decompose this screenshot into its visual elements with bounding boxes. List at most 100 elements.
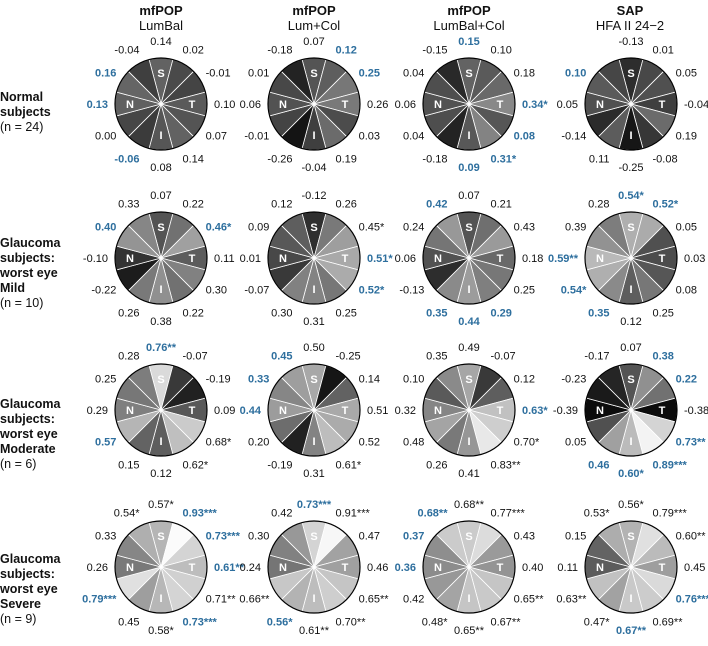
quadrant-letter: N (279, 99, 287, 111)
sector-label: -0.04 (301, 162, 326, 174)
sector-label: 0.22 (183, 308, 204, 320)
quadrant-letter: T (497, 562, 504, 574)
pie-r3-c1: S T I N 0.73*** 0.91*** 0.47 0.46 0.65** 0.70** 0.… (239, 499, 389, 637)
sector-label: 0.35 (588, 308, 609, 320)
sector-label: 0.44 (458, 316, 480, 328)
quadrant-letter: N (126, 562, 134, 574)
sector-label: 0.37 (403, 531, 424, 543)
sector-label: 0.09 (214, 405, 235, 417)
sector-label: 0.42 (271, 507, 292, 519)
sector-label: 0.70** (336, 617, 367, 629)
sector-label: 0.21 (491, 198, 512, 210)
sector-label: 0.13 (87, 99, 108, 111)
pie-outline (422, 520, 516, 614)
sector-label: -0.25 (618, 162, 643, 174)
sector-label: 0.35 (426, 350, 447, 362)
sector-label: 0.46* (206, 222, 232, 234)
quadrant-letter: N (434, 253, 442, 265)
sector-label: 0.67** (491, 617, 522, 629)
pie-r0-c0: STIN0.140.02-0.010.100.070.140.08-0.060.… (87, 36, 236, 174)
sector-label: 0.70* (514, 437, 540, 449)
pie-outline (114, 211, 208, 305)
sector-label: 0.48 (403, 437, 424, 449)
sector-label: 0.12 (336, 44, 357, 56)
pie-outline (422, 211, 516, 305)
quadrant-letter: S (627, 531, 634, 543)
sector-label: -0.13 (399, 285, 424, 297)
sector-label: 0.68** (418, 507, 449, 519)
quadrant-letter: S (465, 68, 472, 80)
sector-label: 0.26 (367, 99, 388, 111)
sector-label: 0.18 (514, 68, 535, 80)
sector-label: 0.52* (653, 198, 679, 210)
sector-label: 0.31* (491, 154, 517, 166)
column-header-3: mfPOP LumBal+Col (433, 3, 505, 33)
sector-label: -0.23 (561, 374, 586, 386)
sector-label: -0.12 (301, 190, 326, 202)
sector-label: 0.01 (240, 253, 261, 265)
pie-outline (584, 363, 678, 457)
sector-label: 0.01 (653, 44, 674, 56)
sector-label: 0.61** (214, 562, 245, 574)
sector-label: 0.08 (514, 131, 535, 143)
quadrant-letter: T (659, 562, 666, 574)
sector-label: 0.18 (522, 253, 543, 265)
sector-label: 0.26 (87, 562, 108, 574)
pie-outline (267, 520, 361, 614)
sector-label: 0.05 (557, 99, 578, 111)
sector-label: -0.39 (553, 405, 578, 417)
sector-label: -0.10 (83, 253, 108, 265)
sector-label: 0.66** (239, 594, 270, 606)
sector-label: 0.15 (565, 531, 586, 543)
sector-label: 0.12 (514, 374, 535, 386)
sector-label: 0.05 (676, 68, 697, 80)
sector-label: -0.08 (653, 154, 678, 166)
sector-label: -0.07 (491, 350, 516, 362)
sector-label: 0.73*** (206, 531, 241, 543)
column-header-2: mfPOP Lum+Col (287, 3, 341, 33)
pie-r2-c1: S T I N 0.50 -0.25 0.14 0.51 0.52 0.61* 0.31 -0.19 0… (240, 342, 389, 480)
quadrant-letter: N (434, 562, 442, 574)
sector-label: 0.26 (118, 308, 139, 320)
pie-outline (422, 57, 516, 151)
sector-label: 0.36 (395, 562, 416, 574)
pie-outline (584, 211, 678, 305)
quadrant-letter: S (627, 68, 634, 80)
sector-label: 0.54* (618, 190, 644, 202)
quadrant-letter: S (310, 374, 317, 386)
sector-label: 0.49 (458, 342, 479, 354)
sector-label: 0.62* (183, 460, 209, 472)
sector-label: 0.16 (95, 68, 116, 80)
sector-label: 0.46 (367, 562, 388, 574)
sector-label: 0.53* (584, 507, 610, 519)
sector-label: 0.19 (676, 131, 697, 143)
sector-label: -0.01 (244, 131, 269, 143)
quadrant-letter: S (157, 68, 164, 80)
quadrant-letter: T (659, 99, 666, 111)
sector-label: 0.58* (148, 625, 174, 637)
sector-label: 0.91*** (336, 507, 371, 519)
sector-label: 0.57* (148, 499, 174, 511)
sector-label: 0.30 (248, 531, 269, 543)
pie-r2-c2: S T I N 0.49 -0.07 0.12 0.63* 0.70* 0.83** 0.41 0.2… (395, 342, 549, 480)
sector-label: 0.15 (458, 36, 479, 48)
quadrant-letter: N (434, 99, 442, 111)
sector-label: 0.05 (565, 437, 586, 449)
sector-label: -0.18 (267, 44, 292, 56)
sector-label: 0.57 (95, 437, 116, 449)
sector-label: 0.04 (403, 131, 424, 143)
sector-label: 0.30 (206, 285, 227, 297)
sector-label: 0.59** (548, 253, 579, 265)
quadrant-letter: T (342, 562, 349, 574)
sector-label: -0.06 (114, 154, 139, 166)
column-header-4: SAP HFA II 24−2 (595, 3, 665, 33)
sector-label: 0.46 (588, 460, 609, 472)
sector-label: -0.26 (267, 154, 292, 166)
sector-label: 0.30 (271, 308, 292, 320)
quadrant-letter: I (159, 436, 162, 448)
quadrant-letter: N (126, 99, 134, 111)
sector-label: 0.42 (426, 198, 447, 210)
pie-r0-c2: S T I N 0.15 0.100.18 0.34* 0.08 0.31* 0.09 -0.18 0… (395, 36, 549, 174)
sector-label: 0.25 (653, 308, 674, 320)
sector-label: 0.04 (403, 68, 424, 80)
